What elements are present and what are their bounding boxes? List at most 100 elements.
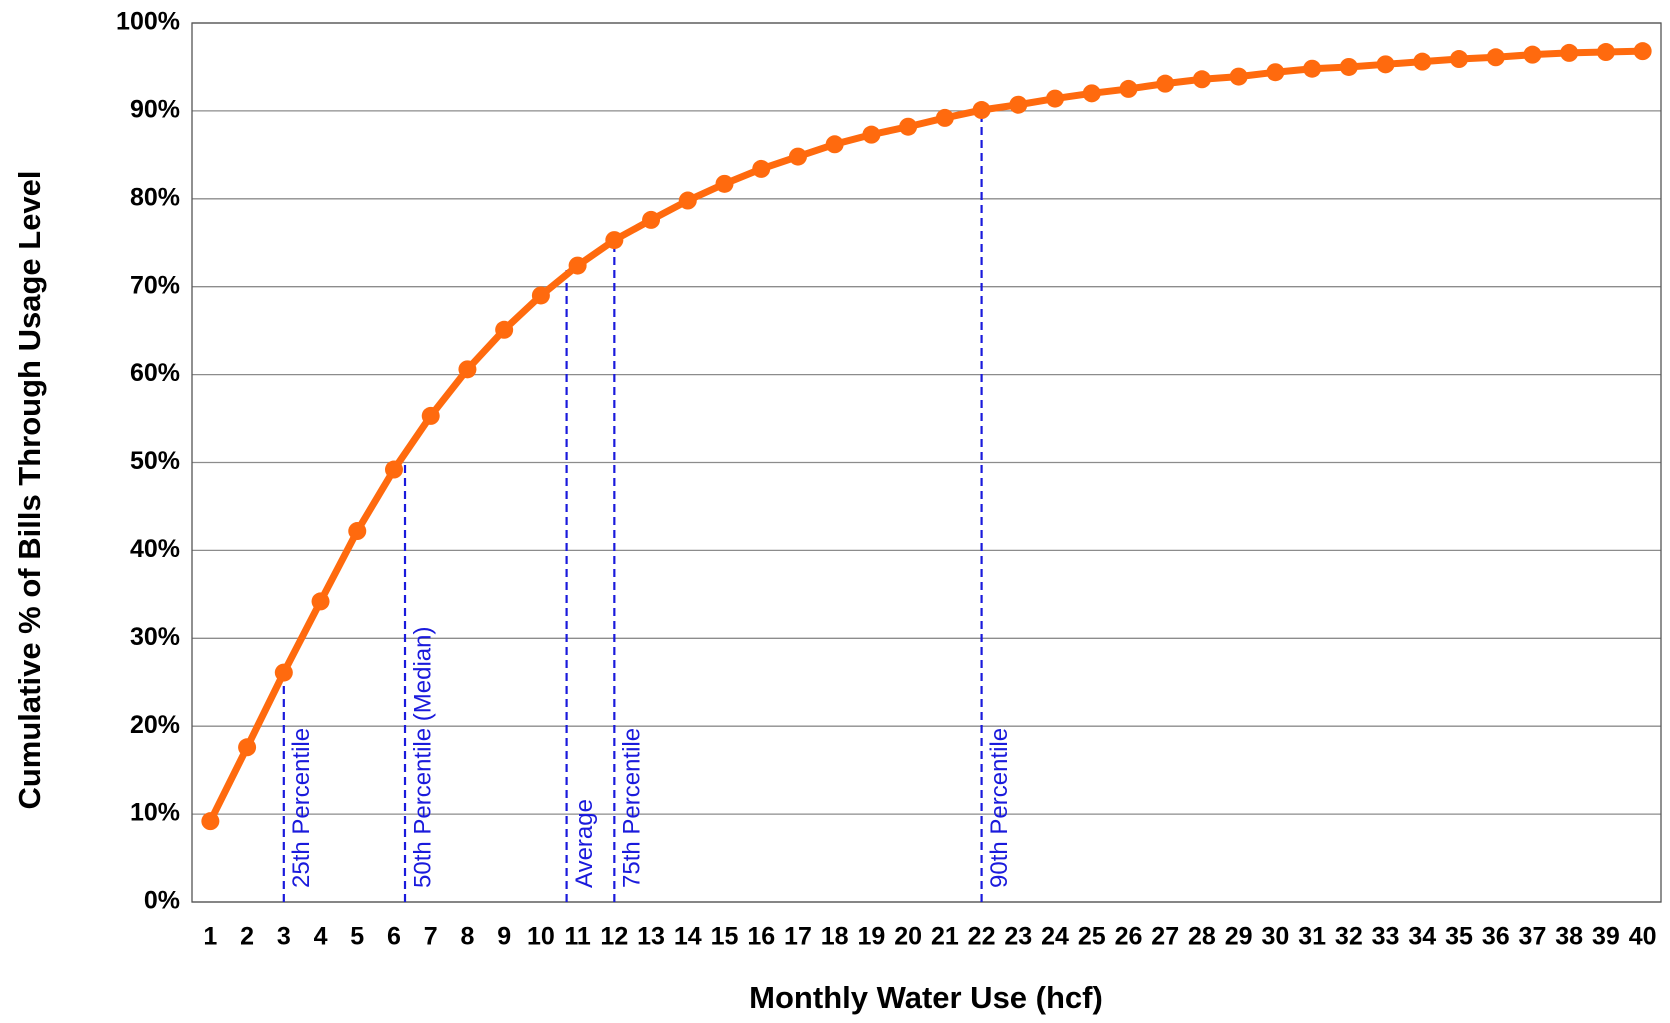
y-tick-label: 80%: [130, 183, 180, 211]
data-point: [678, 191, 697, 210]
x-tick-label: 27: [1151, 923, 1179, 951]
annotation: 90th Percentile: [986, 728, 1013, 888]
x-tick-label: 23: [1004, 923, 1032, 951]
annotation: 50th Percentile (Median): [409, 627, 436, 888]
x-tick-label: 11: [564, 923, 591, 951]
x-axis-title: Monthly Water Use (hcf): [749, 980, 1103, 1015]
y-tick-label: 100%: [116, 8, 180, 36]
x-tick-label: 19: [858, 923, 886, 951]
data-point: [899, 117, 918, 136]
data-point: [238, 738, 257, 757]
annotation: 25th Percentile: [288, 728, 315, 888]
y-axis-title: Cumulative % of Bills Through Usage Leve…: [12, 170, 47, 809]
x-tick-label: 32: [1335, 923, 1363, 951]
x-tick-label: 14: [674, 923, 702, 951]
x-tick-label: 1: [203, 923, 217, 951]
data-point: [605, 231, 624, 250]
data-point: [568, 256, 587, 275]
data-point: [1229, 67, 1248, 86]
data-point: [1596, 43, 1615, 62]
x-tick-label: 40: [1629, 923, 1657, 951]
x-tick-label: 36: [1482, 923, 1510, 951]
data-point: [1009, 95, 1028, 114]
y-tick-label: 40%: [130, 535, 180, 563]
data-point: [642, 210, 661, 229]
y-tick-label: 60%: [130, 359, 180, 387]
data-point: [384, 460, 403, 479]
y-tick-label: 50%: [130, 447, 180, 475]
x-tick-label: 28: [1188, 923, 1216, 951]
x-tick-label: 38: [1555, 923, 1583, 951]
data-point: [935, 108, 954, 127]
x-tick-label: 22: [968, 923, 996, 951]
x-tick-label: 31: [1298, 923, 1326, 951]
data-point: [1303, 59, 1322, 78]
x-tick-label: 5: [350, 923, 364, 951]
data-point: [1156, 74, 1175, 93]
x-tick-label: 39: [1592, 923, 1620, 951]
x-tick-label: 30: [1261, 923, 1289, 951]
x-tick-label: 34: [1408, 923, 1436, 951]
y-tick-label: 0%: [144, 887, 180, 915]
y-tick-label: 10%: [130, 799, 180, 827]
x-tick-label: 33: [1372, 923, 1400, 951]
series-line: [207, 47, 1643, 823]
data-point: [458, 360, 477, 379]
data-point: [274, 663, 293, 682]
data-point: [715, 174, 734, 193]
x-tick-label: 17: [784, 923, 812, 951]
x-tick-label: 29: [1225, 923, 1253, 951]
data-point: [1082, 84, 1101, 103]
x-tick-label: 3: [277, 923, 291, 951]
y-tick-label: 20%: [130, 711, 180, 739]
x-tick-label: 26: [1115, 923, 1143, 951]
x-tick-label: 24: [1041, 923, 1069, 951]
y-tick-label: 30%: [130, 623, 180, 651]
x-tick-label: 2: [240, 923, 254, 951]
annotation: 75th Percentile: [619, 728, 646, 888]
x-tick-label: 16: [747, 923, 775, 951]
x-tick-label: 9: [497, 923, 511, 951]
x-tick-label: 12: [600, 923, 628, 951]
x-tick-label: 6: [387, 923, 401, 951]
data-point: [421, 406, 440, 425]
plot-frame: [191, 22, 1662, 903]
x-tick-label: 4: [314, 923, 328, 951]
data-point: [752, 159, 771, 178]
data-point: [972, 101, 991, 120]
data-point: [1413, 52, 1432, 71]
x-tick-label: 7: [424, 923, 438, 951]
data-point: [201, 812, 220, 831]
x-tick-label: 8: [460, 923, 474, 951]
data-point: [825, 135, 844, 154]
data-point: [1450, 50, 1469, 69]
data-point: [788, 147, 807, 166]
y-tick-label: 90%: [130, 96, 180, 124]
x-tick-label: 35: [1445, 923, 1473, 951]
x-tick-label: 10: [527, 923, 555, 951]
data-point: [1560, 43, 1579, 62]
x-tick-label: 21: [931, 923, 959, 951]
data-point: [1192, 70, 1211, 89]
data-point: [1633, 42, 1652, 61]
x-tick-label: 15: [711, 923, 739, 951]
x-tick-label: 37: [1519, 923, 1547, 951]
data-point: [531, 286, 550, 305]
data-point: [1376, 55, 1395, 74]
y-tick-label: 70%: [130, 271, 180, 299]
x-tick-label: 20: [894, 923, 922, 951]
data-point: [1523, 45, 1542, 64]
data-point: [1339, 57, 1358, 76]
data-point: [862, 125, 881, 144]
data-point: [1046, 89, 1065, 108]
data-point: [495, 320, 514, 339]
x-tick-label: 25: [1078, 923, 1106, 951]
x-tick-label: 13: [637, 923, 665, 951]
data-point: [1119, 79, 1138, 98]
data-point: [1266, 63, 1285, 82]
annotation: Average: [571, 799, 598, 888]
data-point: [1486, 48, 1505, 67]
x-tick-label: 18: [821, 923, 849, 951]
data-point: [348, 522, 367, 541]
